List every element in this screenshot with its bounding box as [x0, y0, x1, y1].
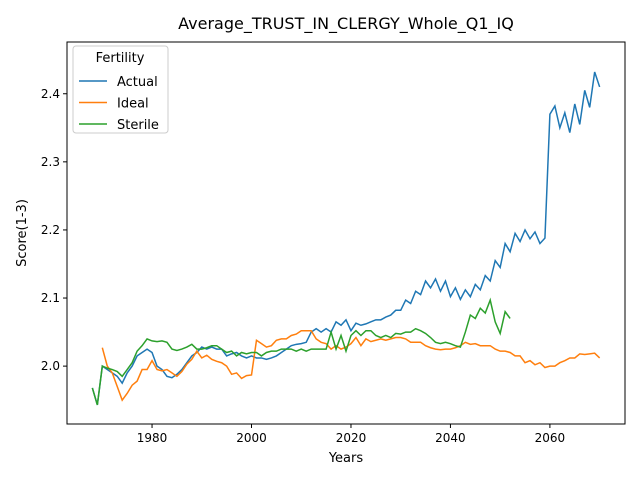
y-tick-label: 2.1 — [41, 291, 60, 305]
x-tick-label: 2040 — [435, 431, 466, 445]
y-tick-label: 2.2 — [41, 223, 60, 237]
x-tick-label: 2020 — [336, 431, 367, 445]
legend-title: Fertility — [96, 51, 145, 66]
line-series — [101, 329, 601, 402]
legend-label: Actual — [117, 75, 158, 90]
y-tick-label: 2.0 — [41, 359, 60, 373]
legend-label: Sterile — [117, 118, 159, 133]
legend-label: Ideal — [117, 97, 149, 112]
x-tick-label: 1980 — [137, 431, 168, 445]
plot-frame — [66, 41, 626, 425]
x-tick-label: 2000 — [236, 431, 267, 445]
y-tick-label: 2.4 — [41, 87, 60, 101]
x-tick-label: 2060 — [535, 431, 566, 445]
y-tick-label: 2.3 — [41, 155, 60, 169]
chart-title: Average_TRUST_IN_CLERGY_Whole_Q1_IQ — [178, 14, 514, 34]
legend-box — [72, 45, 169, 134]
y-axis-label: Score(1-3) — [15, 199, 30, 267]
x-axis-label: Years — [328, 451, 364, 466]
line-series — [91, 71, 601, 406]
line-series — [91, 297, 511, 406]
legend: Fertility Actual Ideal Sterile — [72, 45, 169, 134]
